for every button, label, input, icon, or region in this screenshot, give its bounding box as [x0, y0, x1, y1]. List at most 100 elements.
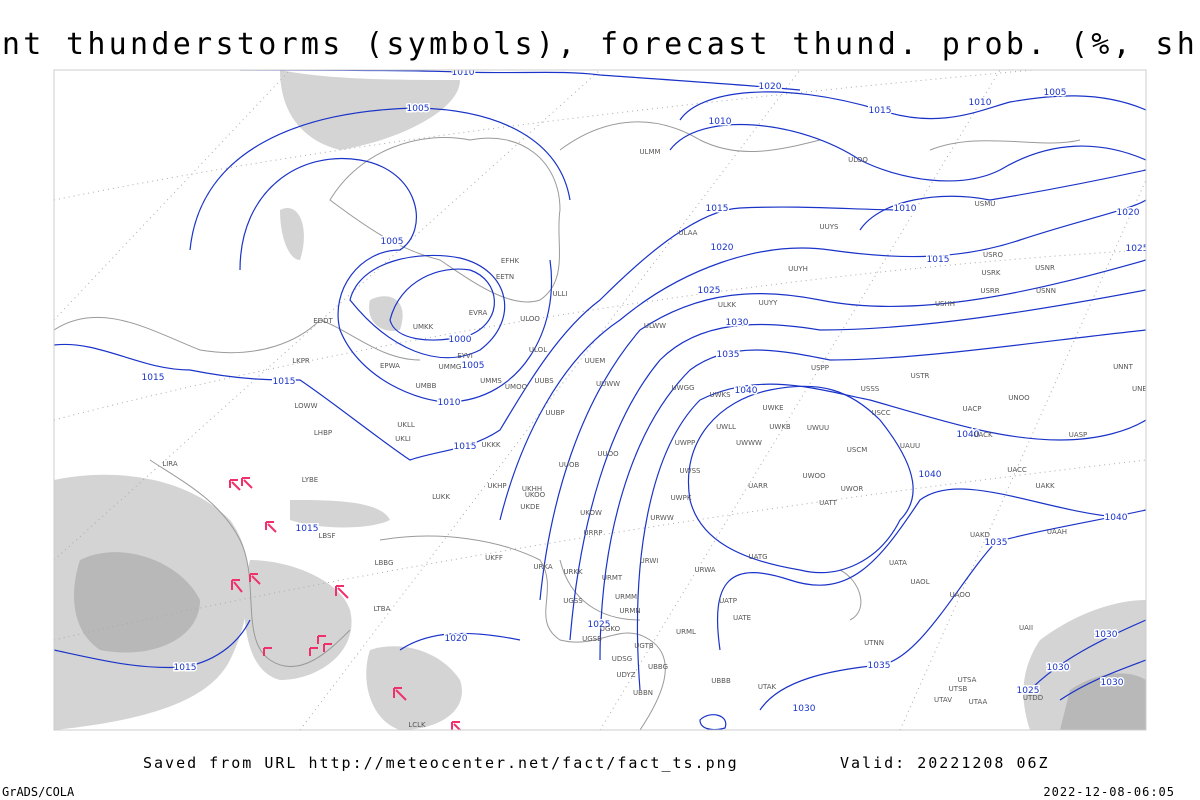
station-label: UAKD: [970, 531, 990, 539]
station-label: EFHK: [501, 257, 520, 265]
station-label: LYBE: [302, 476, 318, 484]
station-label: EETN: [496, 273, 514, 281]
isobar-label: 1015: [296, 524, 319, 534]
station-label: ULKK: [718, 301, 737, 309]
station-label: UTAV: [934, 696, 952, 704]
station-label: LTBA: [374, 605, 391, 613]
isobar-label: 1015: [706, 204, 729, 214]
station-label: UKLL: [397, 421, 415, 429]
station-label: ULAA: [679, 229, 698, 237]
station-label: ULOL: [529, 346, 547, 354]
isobar-label: 1010: [969, 98, 992, 108]
station-label: EYVI: [457, 352, 473, 360]
station-label: URWA: [694, 566, 715, 574]
isobar-label: 1005: [407, 104, 430, 114]
station-label: UAKK: [1035, 482, 1055, 490]
isobar-label: 1025: [588, 620, 611, 630]
station-label: UWPP: [675, 439, 696, 447]
station-label: UATP: [719, 597, 737, 605]
isobar-label: 1020: [445, 634, 468, 644]
isobar-label: 1035: [717, 350, 740, 360]
station-labels: ULMM ULOO UUYS USMU ULAA EFHK EETN UUYH USRO USRK…: [162, 148, 1152, 729]
station-label: UTSB: [949, 685, 968, 693]
station-label: UKOW: [580, 509, 602, 517]
station-label: UWGG: [672, 384, 695, 392]
station-label: UNOO: [1008, 394, 1030, 402]
station-label: URWW: [650, 514, 674, 522]
station-label: ULOO: [520, 315, 540, 323]
isobar-label: 1015: [869, 106, 892, 116]
station-label: USRO: [983, 251, 1003, 259]
station-label: UTAK: [758, 683, 777, 691]
station-label: UAOO: [950, 591, 971, 599]
station-label: UACC: [1007, 466, 1027, 474]
thunderstorm-symbols: [229, 477, 462, 730]
station-label: URMM: [615, 593, 637, 601]
station-label: URMN: [619, 607, 640, 615]
isobar-label: 1030: [1095, 630, 1118, 640]
isobar-label: 1025: [1017, 686, 1040, 696]
isobar-label: 1015: [927, 255, 950, 265]
isobar-label: 1010: [894, 204, 917, 214]
station-label: UWKS: [709, 391, 731, 399]
station-label: USSS: [861, 385, 880, 393]
station-label: UNBB: [1132, 385, 1152, 393]
station-label: UATT: [819, 499, 838, 507]
isobar-label: 1005: [462, 361, 485, 371]
station-label: UASP: [1069, 431, 1088, 439]
isobar-label: 1030: [1047, 663, 1070, 673]
station-label: USPP: [811, 364, 829, 372]
station-label: ULLI: [553, 290, 568, 298]
station-label: UWKE: [762, 404, 783, 412]
station-label: UGSS: [563, 597, 583, 605]
station-label: UWLL: [716, 423, 736, 431]
station-label: ULOO: [848, 156, 868, 164]
station-label: URWI: [640, 557, 659, 565]
isobar-label: 1020: [711, 243, 734, 253]
station-label: UUWW: [596, 380, 620, 388]
station-label: UACP: [963, 405, 982, 413]
station-label: USRK: [981, 269, 1000, 277]
station-label: UWUU: [807, 424, 829, 432]
station-label: EVRA: [469, 309, 488, 317]
station-label: URMT: [602, 574, 623, 582]
station-label: UWSS: [680, 467, 701, 475]
station-label: LIRA: [162, 460, 178, 468]
station-label: UTSA: [958, 676, 977, 684]
isobar-label: 1010: [452, 68, 475, 78]
isobar-label: 1015: [142, 373, 165, 383]
station-label: UWWW: [736, 439, 762, 447]
station-label: UKOO: [525, 491, 546, 499]
station-label: UACK: [973, 431, 993, 439]
source-url: Saved from URL http://meteocenter.net/fa…: [143, 754, 739, 772]
isobar-label: 1015: [273, 377, 296, 387]
isobar-label: 1015: [454, 442, 477, 452]
station-label: UGSB: [582, 635, 602, 643]
station-label: UDSG: [612, 655, 632, 663]
station-label: UATE: [733, 614, 751, 622]
station-label: UKFF: [485, 554, 503, 562]
isobar-label: 1025: [1126, 244, 1149, 254]
station-label: USHH: [935, 300, 955, 308]
station-label: LBBG: [375, 559, 394, 567]
station-label: UMKK: [413, 323, 434, 331]
station-label: UMMS: [480, 377, 502, 385]
station-label: UUYY: [759, 299, 779, 307]
isobar-label: 1025: [698, 286, 721, 296]
station-label: UTAA: [969, 698, 988, 706]
station-label: ULWW: [644, 322, 666, 330]
isobar-labels: 1010 1020 1015 1010 1005 1005 1010 1015 1010 1020…: [140, 68, 1149, 716]
station-label: UGTB: [634, 642, 654, 650]
station-label: UUBP: [545, 409, 564, 417]
station-label: UKLI: [395, 435, 411, 443]
valid-time: Valid: 20221208 06Z: [840, 754, 1050, 772]
station-label: LUKK: [432, 493, 450, 501]
station-label: UMBB: [416, 382, 437, 390]
station-label: USRR: [980, 287, 999, 295]
station-label: UTNN: [864, 639, 884, 647]
isobar-label: 1005: [1044, 88, 1067, 98]
station-label: UDYZ: [616, 671, 635, 679]
station-label: USNR: [1035, 264, 1055, 272]
isobar-label: 1015: [174, 663, 197, 673]
